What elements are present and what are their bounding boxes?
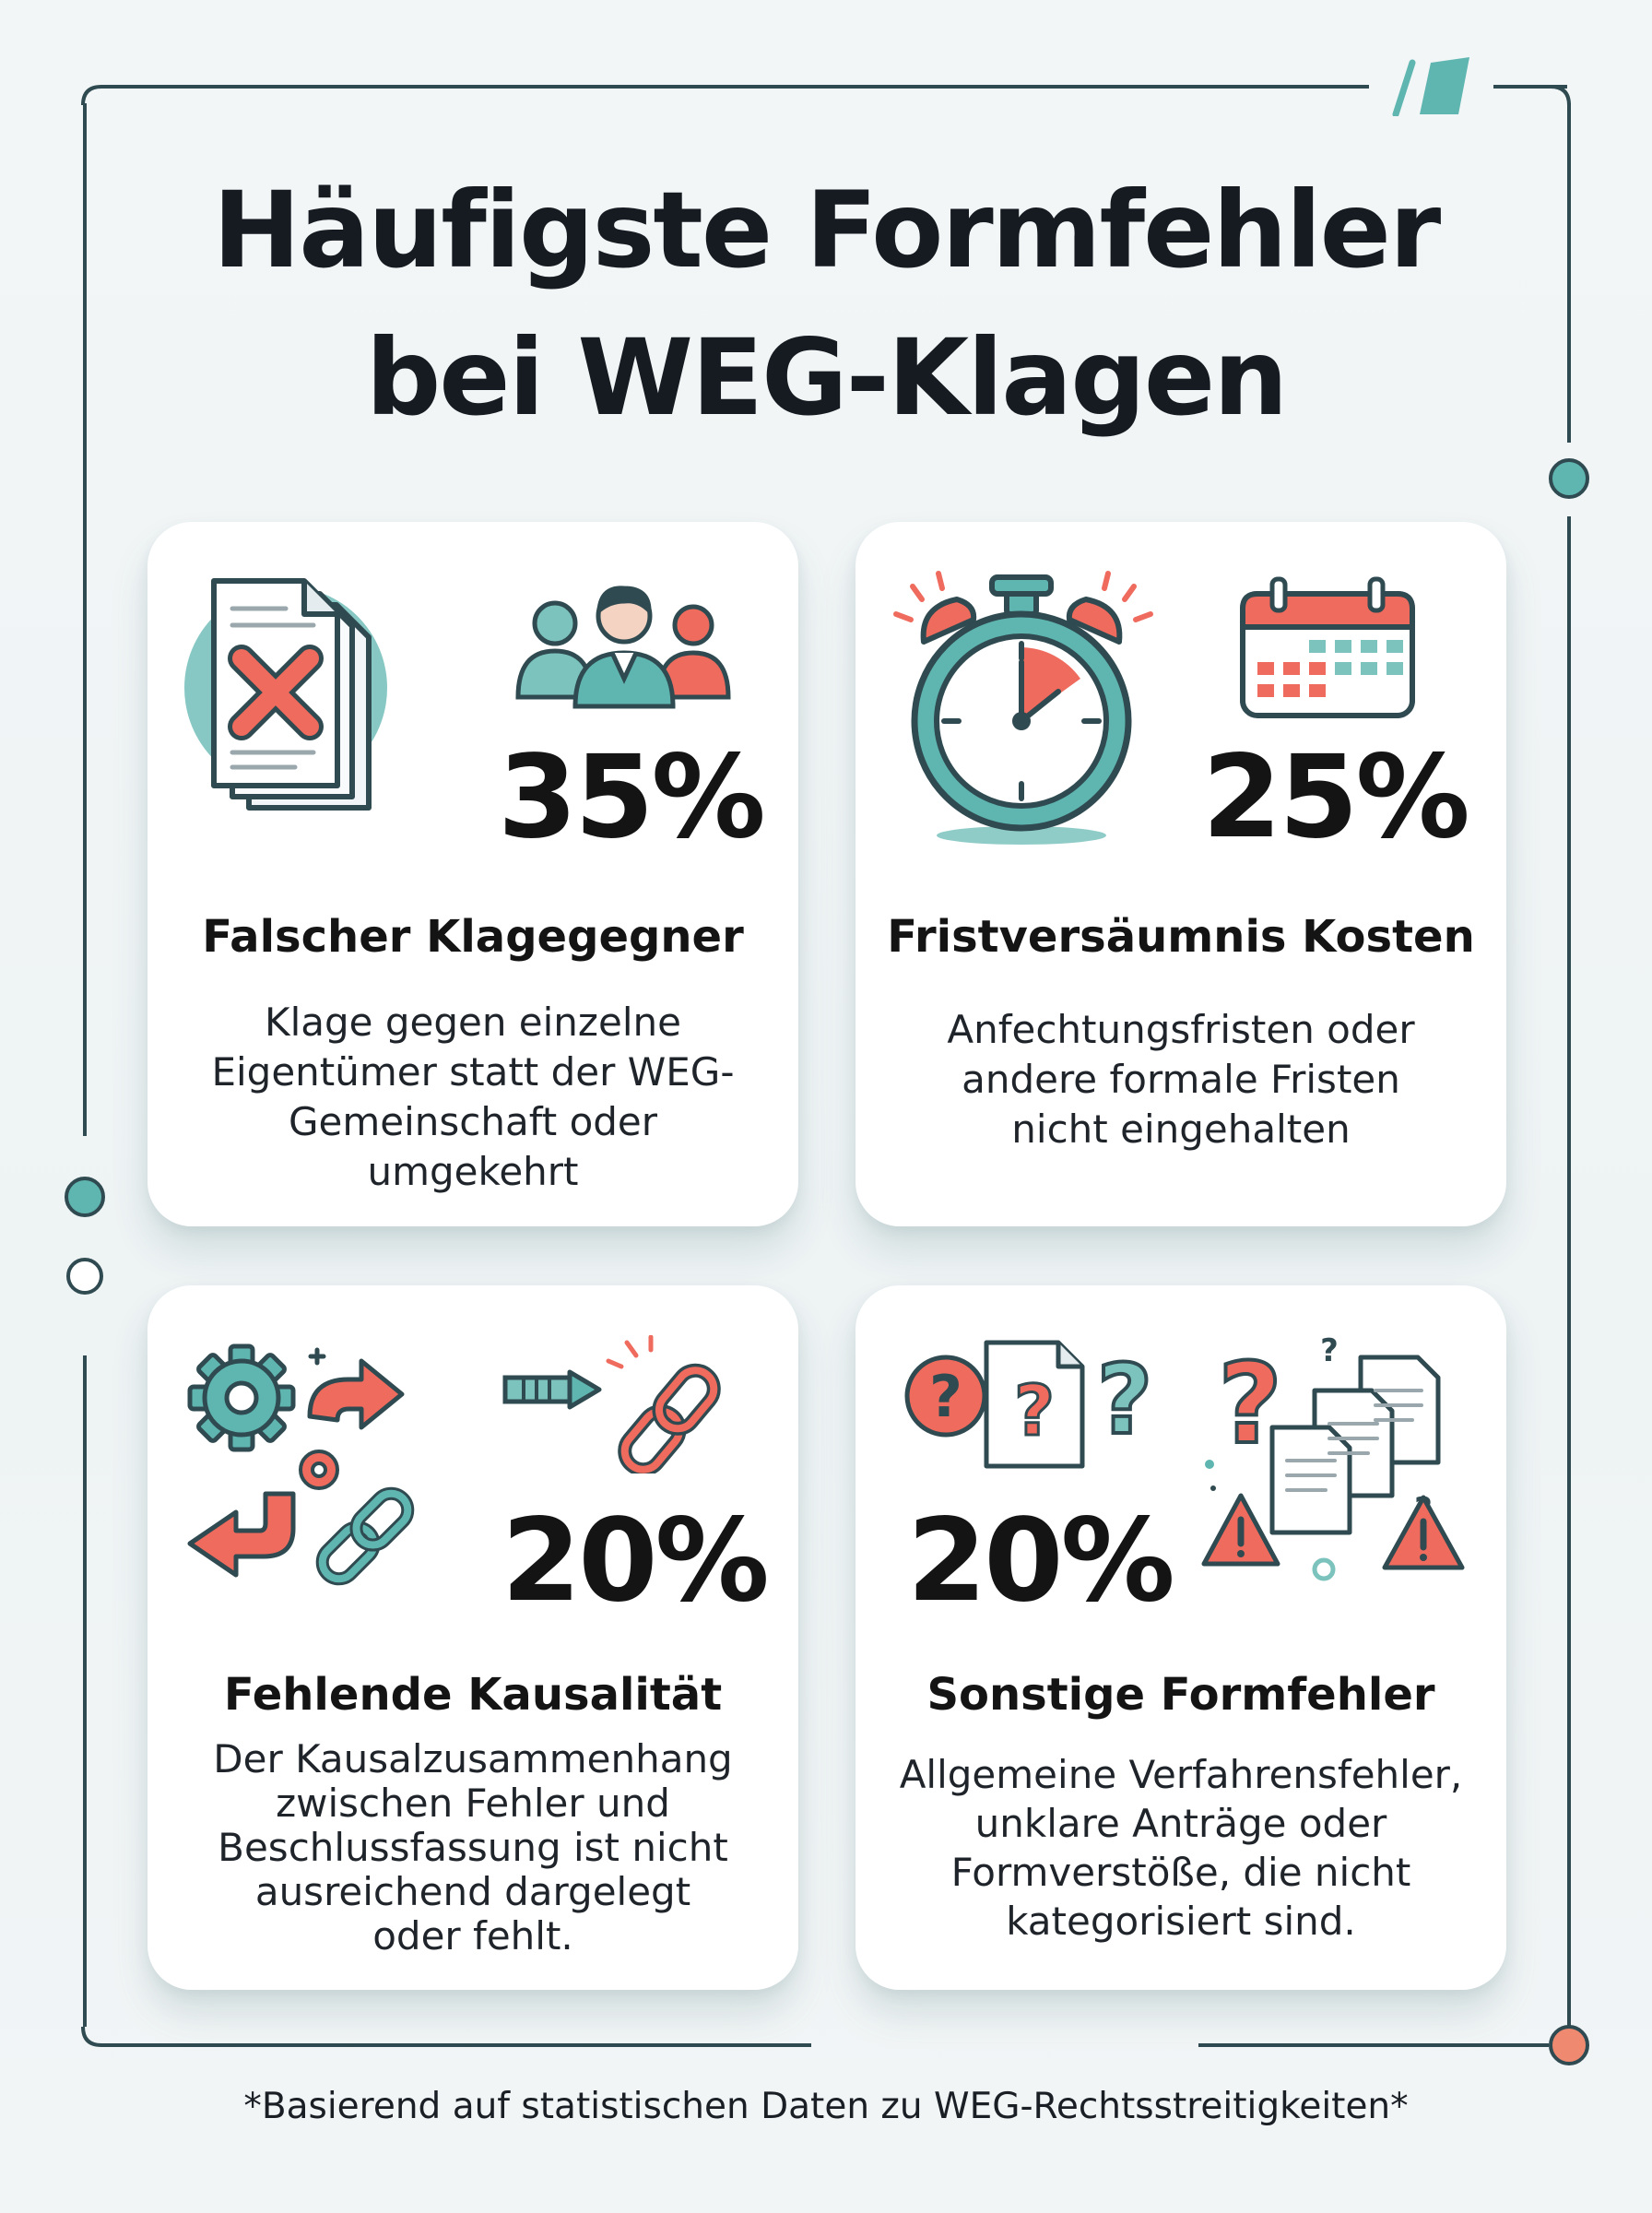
card-4-desc-line: unklare Anträge oder: [974, 1801, 1387, 1846]
frame-corner-tl: [81, 85, 102, 106]
card-3-title: Fehlende Kausalität: [223, 1669, 723, 1721]
card-3-description: Der Kausalzusammenhang zwischen Fehler u…: [175, 1737, 771, 1959]
dot-right-teal: [1549, 458, 1589, 499]
logo-icon: [1392, 57, 1469, 116]
card-1-percent: 35%: [498, 731, 766, 864]
frame-corner-bl: [81, 2026, 102, 2047]
frame-right-upper: [1567, 103, 1571, 443]
card-1-description: Klage gegen einzelne Eigentümer statt de…: [175, 998, 771, 1197]
frame-bottom-left: [101, 2043, 811, 2047]
card-2-percent: 25%: [1202, 731, 1470, 864]
svg-text:?: ?: [1320, 1332, 1339, 1369]
svg-text:?: ?: [1097, 1343, 1152, 1456]
stopwatch-icon: [893, 571, 1153, 845]
frame-left-upper: [83, 103, 87, 1136]
card-3-percent: 20%: [502, 1495, 770, 1627]
frame-bottom-right: [1198, 2043, 1549, 2047]
card-3-desc-line: oder fehlt.: [372, 1913, 573, 1959]
people-group-icon: [515, 586, 731, 709]
svg-text:?: ?: [1014, 1369, 1055, 1451]
frame-top-right: [1493, 85, 1567, 89]
card-1-title: Falscher Klagegegner: [202, 911, 744, 963]
gears-arrows-icon: [187, 1343, 415, 1586]
card-fristversaeumnis: 25% Fristversäumnis Kosten Anfechtungsfr…: [856, 522, 1506, 1226]
card-2-desc-line: andere formale Fristen: [962, 1057, 1400, 1102]
frame-left-lower: [83, 1355, 87, 2027]
frame-top-left: [101, 85, 1369, 89]
card-sonstige-formfehler: ? ? ? ? ? ? 20% Sonstige Formfehler Allg…: [856, 1285, 1506, 1990]
dot-left-teal: [65, 1177, 105, 1217]
card-4-desc-line: Formverstöße, die nicht: [950, 1850, 1411, 1895]
dot-bottom-coral: [1549, 2025, 1589, 2065]
dot-left-hollow: [66, 1258, 103, 1295]
card-1-desc-line: umgekehrt: [367, 1149, 579, 1194]
card-2-description: Anfechtungsfristen oder andere formale F…: [883, 1005, 1479, 1154]
card-3-desc-line: Beschlussfassung ist nicht: [218, 1825, 728, 1870]
document-x-icon: [184, 578, 387, 811]
broken-link-icon: [502, 1335, 721, 1473]
footnote: *Basierend auf statistischen Daten zu WE…: [243, 2086, 1409, 2127]
title-line-2: bei WEG-Klagen: [365, 316, 1289, 439]
question-document-icon: ? ? ?: [904, 1340, 1154, 1469]
page-title: Häufigste Formfehler bei WEG-Klagen: [0, 157, 1652, 452]
frame-corner-tr: [1550, 85, 1571, 106]
calendar-icon: [1240, 576, 1415, 718]
card-2-desc-line: Anfechtungsfristen oder: [947, 1007, 1415, 1052]
card-3-desc-line: Der Kausalzusammenhang: [213, 1736, 733, 1781]
card-3-desc-line: zwischen Fehler und: [276, 1781, 670, 1826]
card-1-desc-line: Klage gegen einzelne: [265, 1000, 681, 1045]
card-4-description: Allgemeine Verfahrensfehler, unklare Ant…: [883, 1750, 1479, 1946]
card-2-title: Fristversäumnis Kosten: [887, 911, 1475, 963]
card-4-desc-line: kategorisiert sind.: [1006, 1899, 1356, 1944]
documents-warning-icon: ? ? ?: [1201, 1332, 1465, 1581]
card-4-desc-line: Allgemeine Verfahrensfehler,: [899, 1752, 1463, 1797]
card-fehlende-kausalitaet: 20% Fehlende Kausalität Der Kausalzusamm…: [148, 1285, 798, 1990]
title-line-1: Häufigste Formfehler: [212, 169, 1441, 291]
svg-text:?: ?: [929, 1363, 962, 1430]
card-3-desc-line: ausreichend dargelegt: [254, 1869, 691, 1914]
card-1-desc-line: Eigentümer statt der WEG-: [211, 1049, 735, 1095]
card-1-desc-line: Gemeinschaft oder: [288, 1099, 658, 1144]
card-4-title: Sonstige Formfehler: [926, 1669, 1435, 1721]
card-falscher-klagegegner: 35% Falscher Klagegegner Klage gegen ein…: [148, 522, 798, 1226]
card-2-desc-line: nicht eingehalten: [1011, 1106, 1351, 1152]
card-4-percent: 20%: [907, 1495, 1175, 1627]
frame-right-lower: [1567, 516, 1571, 2029]
